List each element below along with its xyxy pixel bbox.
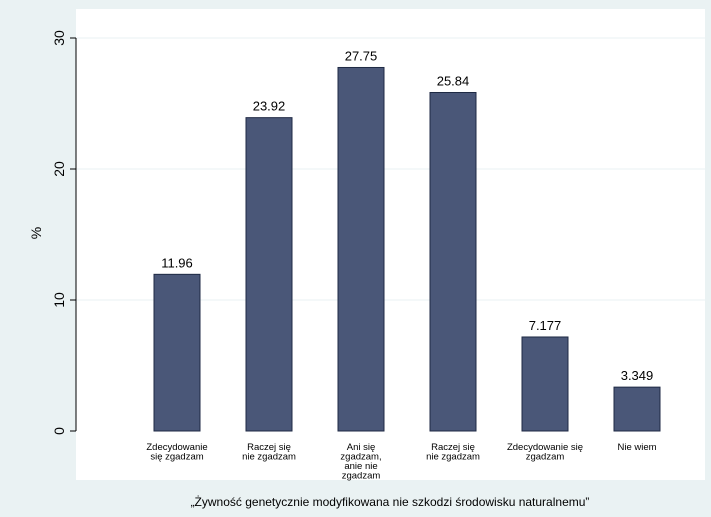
data-label: 11.96 [161, 255, 193, 270]
y-axis-title: % [28, 227, 44, 239]
data-label: 23.92 [253, 99, 286, 114]
category-label: Zdecydowanie się zgadzam [146, 442, 207, 463]
bars [153, 66, 661, 432]
category-label: Nie wiem [617, 442, 656, 453]
data-labels: 11.96 23.92 27.75 25.84 7.177 3.349 [161, 48, 653, 383]
y-tick-label: 30 [51, 30, 67, 46]
bar [245, 117, 293, 432]
x-axis-title: „Żywność genetycznie modyfikowana nie sz… [191, 495, 590, 509]
category-labels: Zdecydowanie się zgadzam Raczej się nie zga… [146, 442, 656, 482]
y-tick-label: 20 [51, 161, 67, 177]
category-label: Raczej się nie zgadzam [242, 442, 296, 463]
category-label: Zdecydowanie się zgadzam [507, 442, 583, 463]
category-label: Raczej się nie zgadzam [426, 442, 480, 463]
data-label: 25.84 [437, 73, 470, 88]
data-label: 3.349 [621, 368, 654, 383]
bar [613, 386, 661, 432]
bar [521, 336, 569, 432]
bar [429, 91, 477, 432]
data-label: 7.177 [529, 318, 562, 333]
category-label: Ani się zgadzam, anie nie zgadzam [340, 442, 381, 482]
data-label: 27.75 [345, 48, 378, 63]
y-tick-label: 0 [51, 427, 67, 435]
y-axis: 0 10 20 30 [51, 30, 77, 435]
bar [337, 66, 385, 432]
bar [153, 273, 201, 432]
y-tick-label: 10 [51, 292, 67, 308]
